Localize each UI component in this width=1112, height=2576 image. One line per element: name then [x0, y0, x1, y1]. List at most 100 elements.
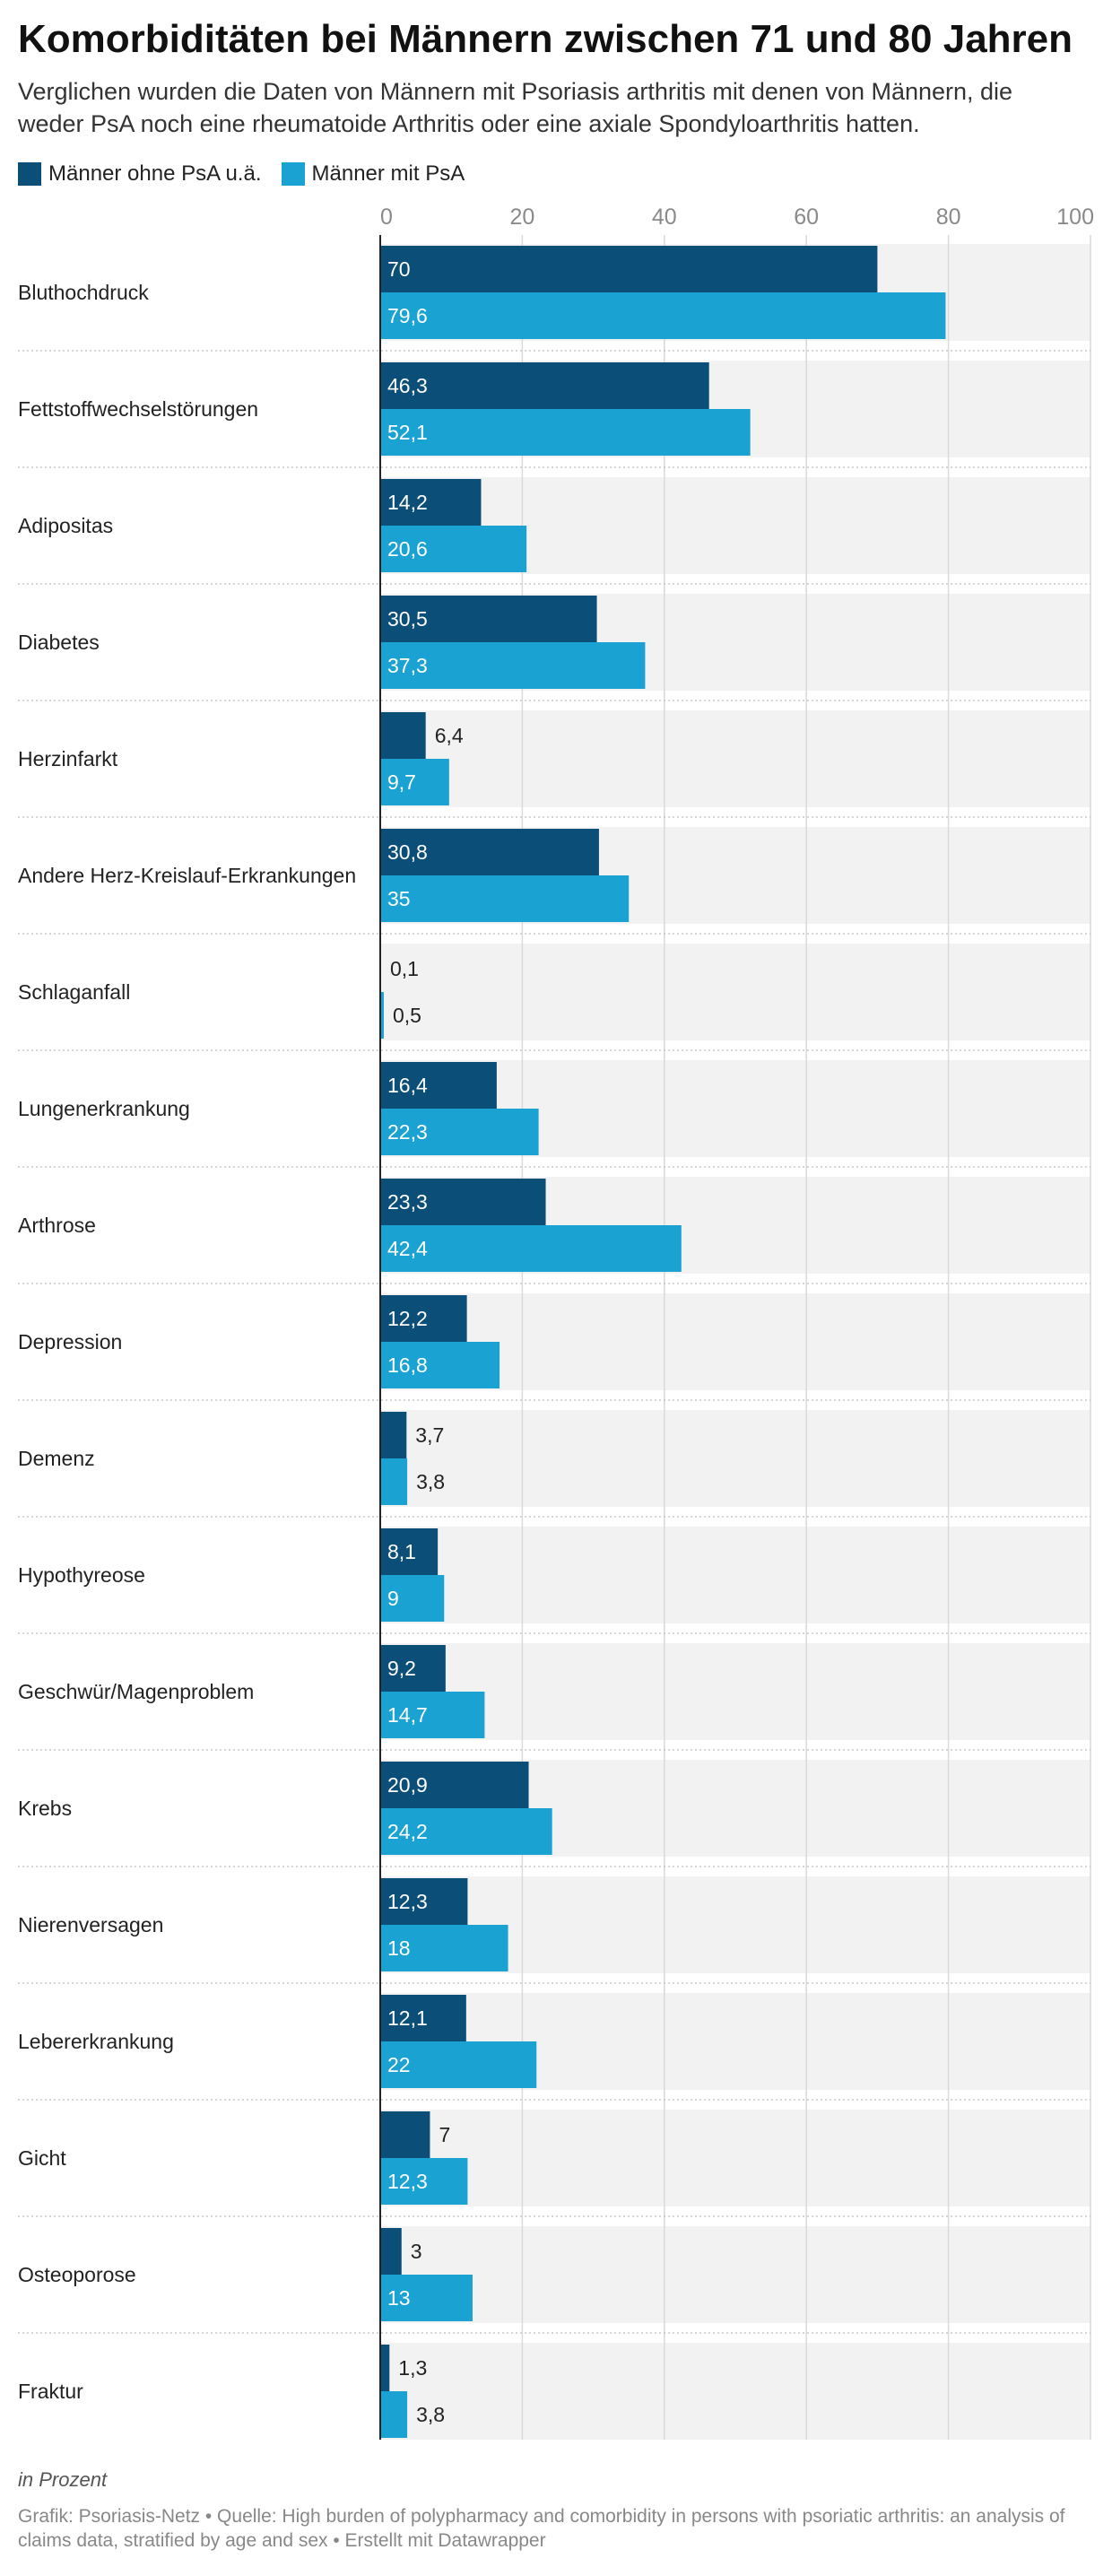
- value-label: 42,4: [387, 1237, 428, 1260]
- bar: [380, 1762, 529, 1808]
- value-label: 12,2: [387, 1307, 428, 1330]
- bar: [380, 829, 599, 875]
- value-label: 12,3: [387, 2170, 428, 2193]
- bar: [380, 1645, 446, 1692]
- bar: [380, 2158, 468, 2205]
- bar: [380, 2041, 537, 2088]
- bar: [380, 1225, 682, 1272]
- legend-label-ohne-psa: Männer ohne PsA u.ä.: [48, 161, 262, 186]
- category-label: Diabetes: [18, 631, 100, 654]
- bar: [380, 1109, 539, 1155]
- value-label: 20,9: [387, 1773, 428, 1797]
- bar: [380, 2275, 473, 2321]
- bar: [380, 2391, 408, 2438]
- bar: [380, 2345, 390, 2391]
- bar: [380, 1412, 407, 1458]
- value-label: 14,2: [387, 491, 428, 514]
- value-label: 6,4: [435, 724, 464, 747]
- value-label: 3,8: [416, 1470, 445, 1493]
- bar: [380, 409, 751, 456]
- bar: [380, 1995, 466, 2041]
- bar: [380, 759, 449, 805]
- legend-swatch-ohne-psa: [18, 162, 41, 186]
- category-label: Arthrose: [18, 1214, 96, 1237]
- bar: [380, 1458, 408, 1505]
- category-label: Andere Herz-Kreislauf-Erkrankungen: [18, 864, 356, 887]
- bar: [380, 992, 384, 1039]
- value-label: 0,1: [390, 957, 419, 980]
- legend-item-mit-psa: Männer mit PsA: [281, 161, 465, 187]
- category-label: Hypothyreose: [18, 1563, 145, 1587]
- value-label: 20,6: [387, 537, 428, 561]
- category-label: Geschwür/Magenproblem: [18, 1680, 254, 1703]
- legend-item-ohne-psa: Männer ohne PsA u.ä.: [18, 161, 262, 187]
- bar: [380, 1878, 468, 1925]
- chart-legend: Männer ohne PsA u.ä. Männer mit PsA: [18, 158, 465, 190]
- bar: [380, 246, 878, 292]
- bar: [380, 526, 527, 572]
- bar: [380, 1062, 497, 1109]
- category-band: [380, 1643, 1090, 1740]
- value-label: 30,8: [387, 840, 428, 864]
- value-label: 7: [439, 2123, 450, 2146]
- value-label: 22: [387, 2053, 411, 2076]
- category-band: [380, 710, 1090, 807]
- value-label: 70: [387, 257, 411, 281]
- bar: [380, 479, 482, 526]
- value-label: 24,2: [387, 1820, 428, 1843]
- chart-footer: Grafik: Psoriasis-Netz • Quelle: High bu…: [18, 2506, 1065, 2551]
- legend-swatch-mit-psa: [281, 162, 305, 186]
- value-label: 12,3: [387, 1890, 428, 1913]
- x-tick-label: 40: [652, 205, 677, 230]
- value-label: 3,7: [415, 1423, 444, 1447]
- value-label: 0,5: [393, 1004, 421, 1027]
- chart-subtitle: Verglichen wurden die Daten von Männern …: [18, 78, 1013, 137]
- bar: [380, 362, 709, 409]
- value-label: 16,8: [387, 1353, 428, 1377]
- value-label: 79,6: [387, 304, 428, 327]
- category-label: Nierenversagen: [18, 1913, 163, 1936]
- bar: [380, 875, 630, 922]
- x-tick-label: 80: [936, 205, 961, 230]
- category-label: Bluthochdruck: [18, 281, 149, 304]
- value-label: 14,7: [387, 1703, 428, 1727]
- category-band: [380, 2343, 1090, 2440]
- value-label: 52,1: [387, 421, 428, 444]
- category-label: Depression: [18, 1330, 122, 1353]
- x-tick-label: 100: [1056, 205, 1094, 230]
- category-label: Lungenerkrankung: [18, 1097, 190, 1120]
- value-label: 8,1: [387, 1540, 416, 1563]
- bar-chart: 0 20 40 60 80 100 Bluthochdruck 70 79,6 Fettstoff…: [18, 205, 1094, 2440]
- value-label: 37,3: [387, 654, 428, 677]
- bar: [380, 2228, 402, 2275]
- bar: [380, 1342, 500, 1388]
- category-label: Schlaganfall: [18, 980, 130, 1004]
- value-label: 18: [387, 1936, 411, 1960]
- legend-label-mit-psa: Männer mit PsA: [311, 161, 465, 186]
- bar: [380, 1179, 546, 1225]
- x-tick-label: 20: [509, 205, 534, 230]
- bar: [380, 2111, 430, 2158]
- value-label: 12,1: [387, 2006, 428, 2030]
- x-tick-label: 0: [380, 205, 393, 230]
- category-label: Krebs: [18, 1797, 72, 1820]
- category-band: [380, 1410, 1090, 1507]
- x-tick-label: 60: [794, 205, 819, 230]
- bar: [380, 1295, 467, 1342]
- bar: [380, 712, 426, 759]
- value-label: 9,2: [387, 1657, 416, 1680]
- bar: [380, 642, 646, 689]
- category-band: [380, 2226, 1090, 2323]
- value-label: 1,3: [398, 2356, 427, 2380]
- bar: [380, 1528, 439, 1575]
- category-label: Adipositas: [18, 514, 113, 537]
- value-label: 9: [387, 1587, 399, 1610]
- value-label: 22,3: [387, 1120, 428, 1144]
- category-label: Fettstoffwechselstörungen: [18, 397, 258, 421]
- value-label: 9,7: [387, 770, 416, 794]
- category-label: Herzinfarkt: [18, 747, 118, 770]
- value-label: 3,8: [416, 2403, 445, 2426]
- category-label: Osteoporose: [18, 2263, 136, 2286]
- category-band: [380, 2110, 1090, 2206]
- bar: [380, 1692, 485, 1738]
